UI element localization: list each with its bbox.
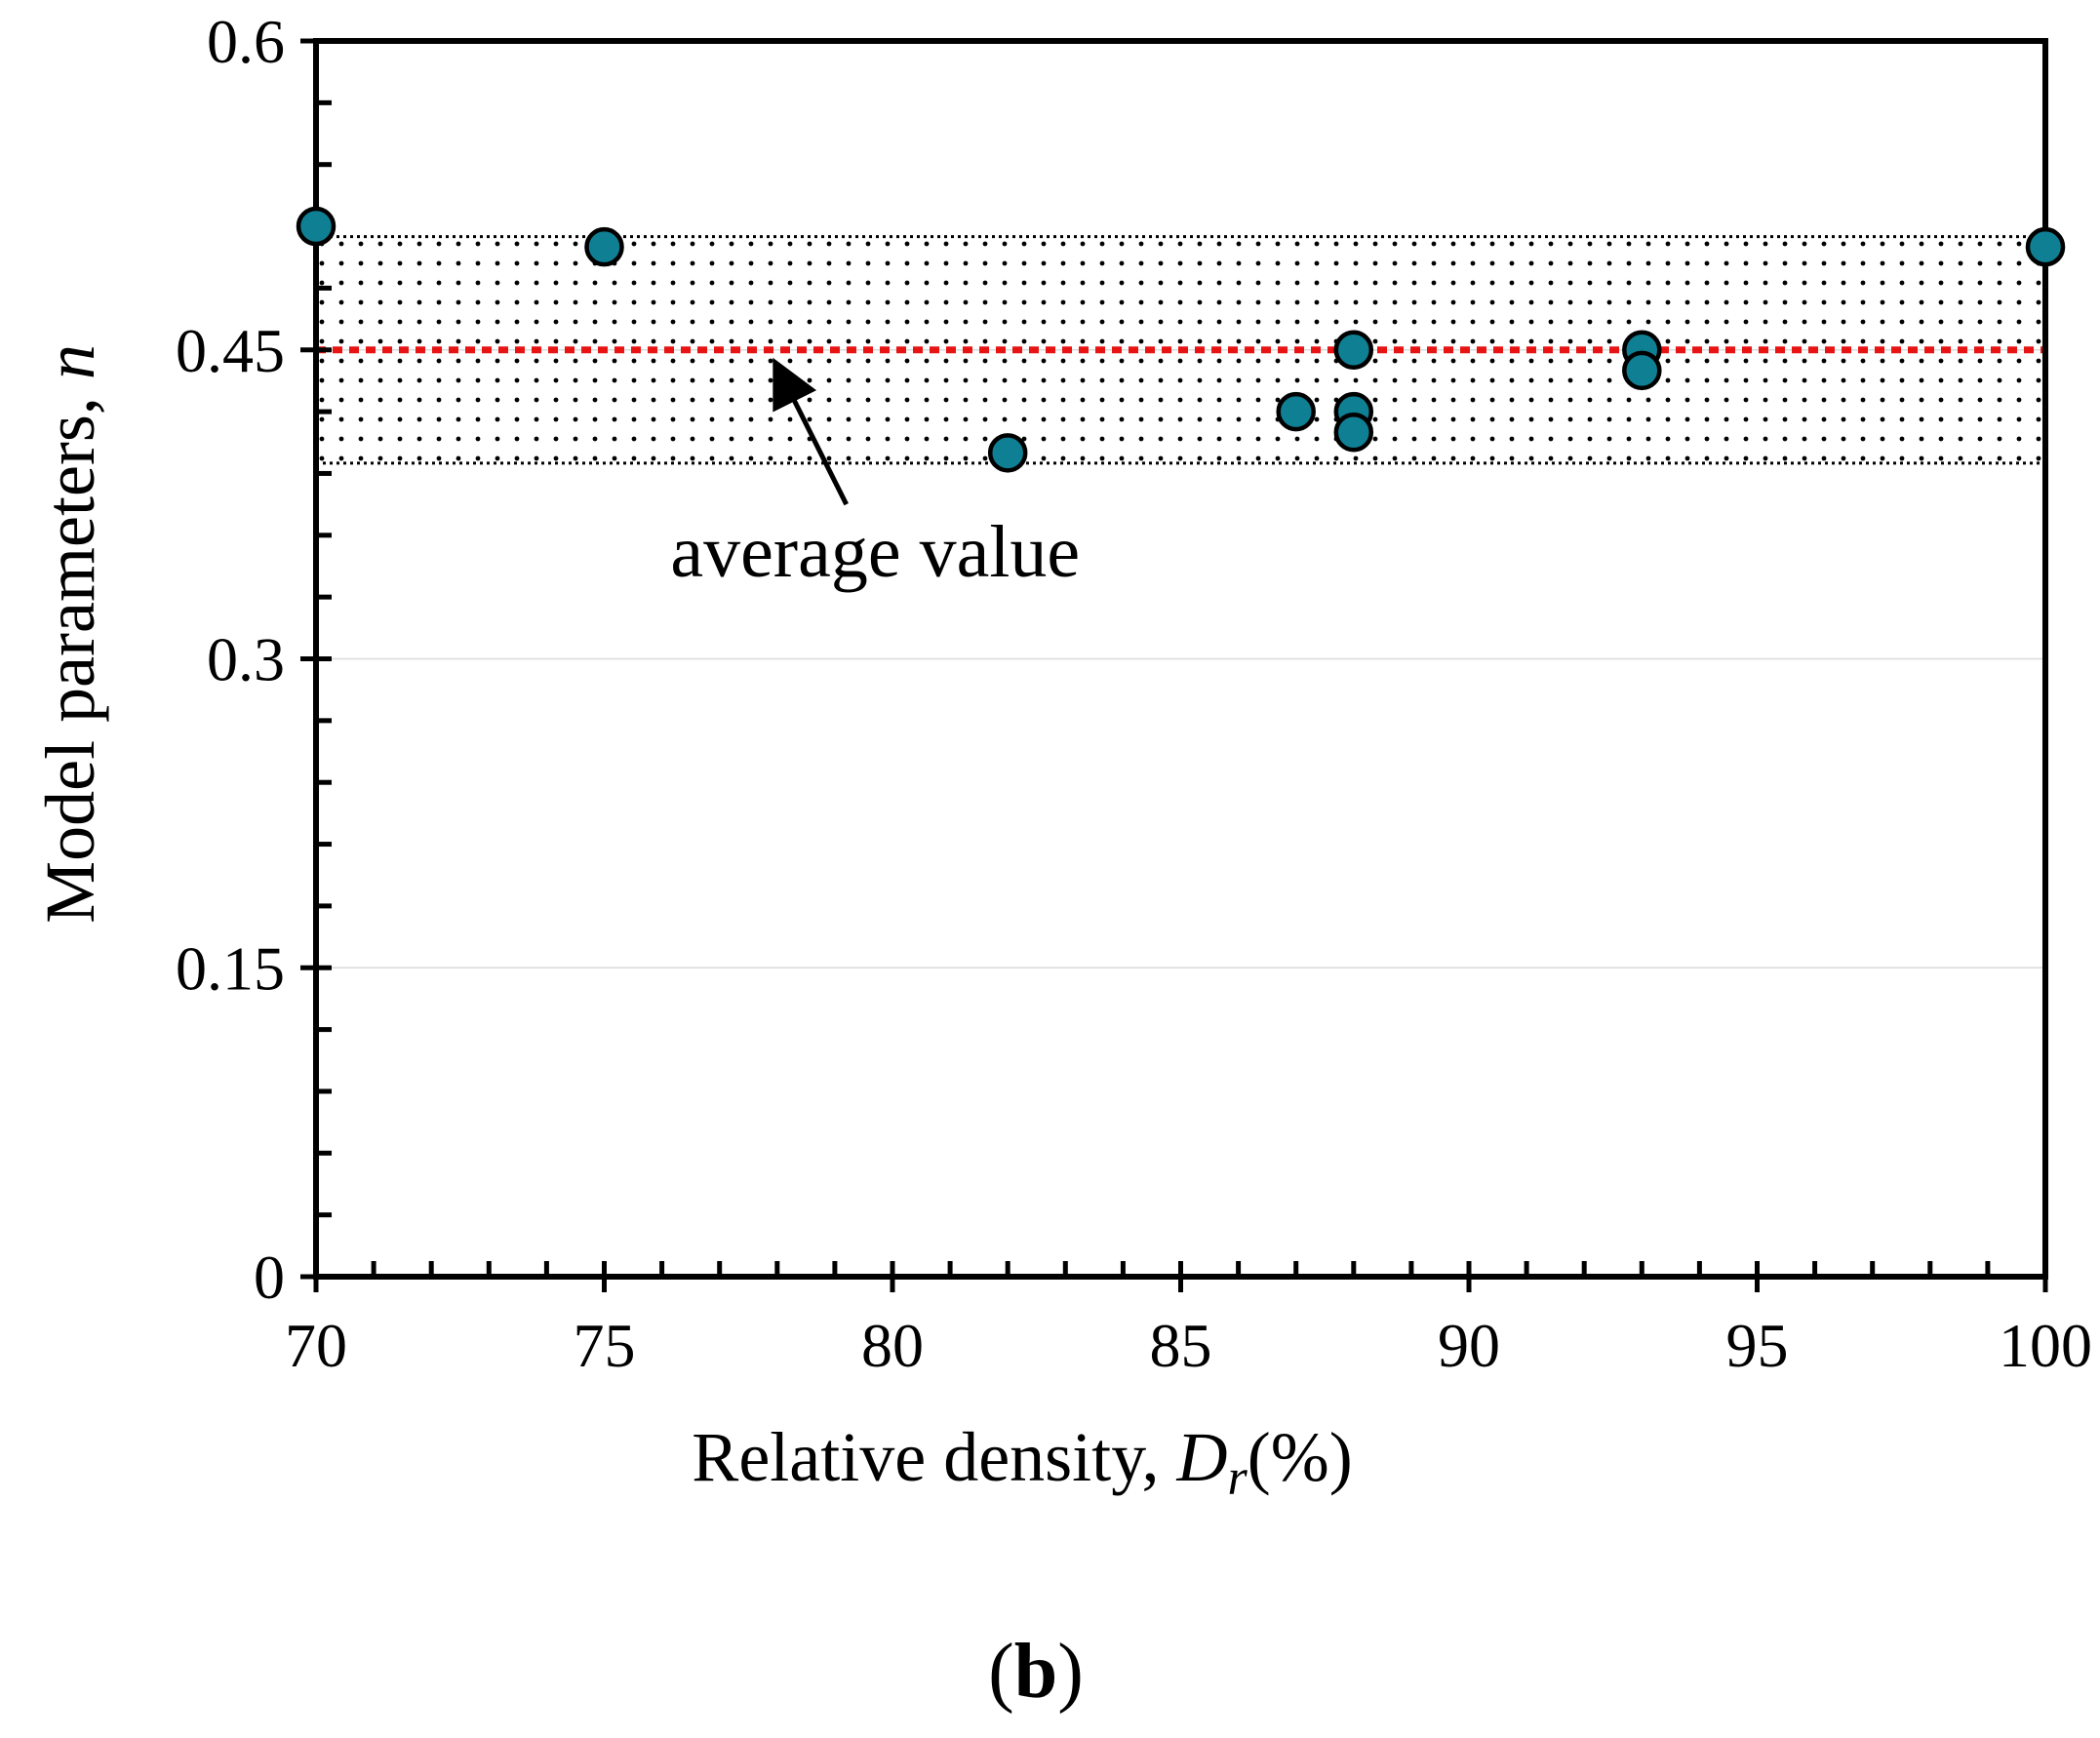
y-tick-label-1: 0.15 [176,933,285,1003]
data-point-3 [1276,391,1316,432]
y-tick-label-4: 0.6 [207,7,285,76]
data-point-1 [584,226,624,267]
x-tick-label-0: 70 [285,1311,347,1380]
data-points [296,206,2066,473]
average-annotation: average value [670,357,1080,593]
plot-frame [313,38,2048,1280]
y-tick-label-2: 0.3 [207,625,285,694]
x-tick-labels: 70 75 80 85 90 95 100 [285,1311,2092,1380]
data-point-6 [1333,412,1374,453]
axis-ticks [300,38,2048,1292]
y-tick-labels: 0 0.15 0.3 0.45 0.6 [176,7,285,1312]
y-tick-label-3: 0.45 [176,316,285,385]
panel-label-open: ( [988,1629,1014,1715]
data-point-0 [296,206,337,247]
x-tick-label-1: 75 [574,1311,636,1380]
data-point-4 [1333,330,1374,370]
y-axis-label-symbol: n [31,344,109,379]
y-tick-label-0: 0 [254,1243,285,1312]
x-tick-label-6: 100 [1999,1311,2092,1380]
annotation-text: average value [670,511,1080,593]
x-tick-label-5: 95 [1726,1311,1789,1380]
data-point-9 [2025,226,2066,267]
panel-label-letter: b [1014,1629,1058,1715]
annotation-arrow [773,357,849,506]
y-axis-label-prefix: Model parameters, [31,379,109,924]
y-axis-label: Model parameters, n [31,344,109,924]
x-tick-label-3: 85 [1150,1311,1212,1380]
x-axis-label-suffix: (%) [1248,1418,1353,1496]
x-axis-label-prefix: Relative density, [692,1418,1176,1496]
x-axis-label: Relative density, Dr(%) [692,1418,1352,1506]
data-point-2 [987,433,1028,473]
x-tick-label-2: 80 [861,1311,924,1380]
x-axis-label-symbol: D [1176,1418,1228,1496]
panel-label-close: ) [1057,1629,1084,1715]
x-tick-label-4: 90 [1438,1311,1500,1380]
x-axis-label-subscript: r [1228,1450,1248,1506]
panel-label: (b) [988,1629,1084,1715]
data-point-8 [1622,350,1662,391]
